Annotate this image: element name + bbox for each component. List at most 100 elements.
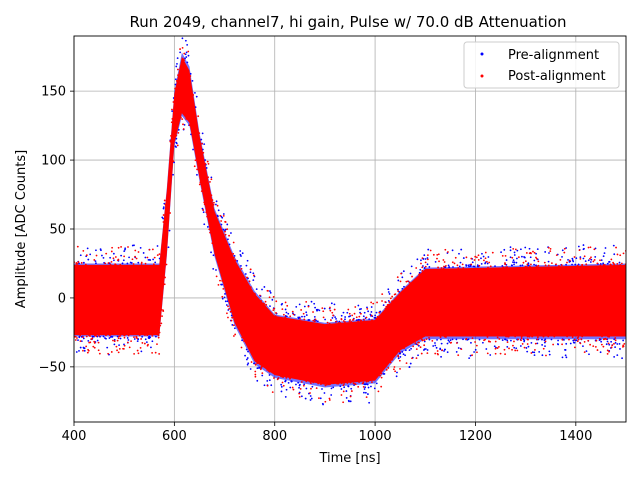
data-point bbox=[135, 257, 138, 260]
data-point bbox=[330, 394, 333, 396]
data-point bbox=[523, 346, 526, 349]
data-point bbox=[162, 214, 165, 216]
data-point bbox=[273, 307, 276, 310]
data-point bbox=[549, 247, 552, 250]
y-tick-label: 0 bbox=[58, 291, 66, 306]
data-point bbox=[577, 245, 580, 248]
data-point bbox=[524, 246, 527, 249]
data-point bbox=[367, 386, 370, 389]
data-point bbox=[286, 304, 289, 307]
data-point bbox=[501, 255, 504, 257]
data-point bbox=[544, 345, 546, 348]
data-point bbox=[78, 349, 80, 352]
data-point bbox=[615, 246, 617, 249]
data-point bbox=[206, 215, 209, 218]
data-point bbox=[162, 310, 165, 312]
data-point bbox=[346, 382, 349, 384]
data-point bbox=[333, 308, 336, 311]
data-point bbox=[408, 281, 411, 284]
data-point bbox=[346, 311, 349, 314]
data-point bbox=[184, 39, 187, 42]
data-point bbox=[310, 382, 312, 385]
data-point bbox=[230, 232, 232, 234]
data-point bbox=[343, 386, 346, 389]
data-point bbox=[266, 384, 269, 387]
data-point bbox=[418, 273, 421, 276]
data-point bbox=[401, 276, 404, 279]
data-point bbox=[111, 246, 114, 249]
series-post-alignment bbox=[74, 46, 626, 404]
data-point bbox=[528, 335, 531, 338]
data-point bbox=[427, 248, 430, 251]
data-point bbox=[196, 168, 198, 171]
data-point bbox=[600, 259, 603, 262]
data-point bbox=[486, 352, 489, 355]
data-point bbox=[333, 303, 336, 306]
data-point bbox=[516, 257, 518, 260]
data-point bbox=[547, 335, 550, 338]
data-point bbox=[399, 368, 401, 370]
data-point bbox=[93, 346, 96, 349]
data-point bbox=[179, 51, 182, 54]
data-point bbox=[451, 261, 454, 264]
data-point bbox=[82, 337, 85, 340]
data-point bbox=[112, 257, 115, 260]
data-point bbox=[381, 300, 383, 302]
data-point bbox=[385, 368, 388, 371]
data-point bbox=[481, 341, 484, 344]
data-point bbox=[282, 384, 285, 387]
data-point bbox=[291, 386, 294, 389]
data-point bbox=[110, 261, 113, 263]
data-point bbox=[215, 200, 218, 203]
data-point bbox=[350, 321, 353, 323]
data-point bbox=[322, 403, 324, 406]
data-point bbox=[198, 183, 201, 186]
data-point bbox=[447, 264, 450, 267]
data-point bbox=[536, 338, 539, 341]
data-point bbox=[331, 311, 334, 314]
data-point bbox=[614, 341, 617, 344]
data-point bbox=[590, 256, 592, 259]
data-point bbox=[132, 263, 135, 265]
data-point bbox=[295, 383, 297, 386]
data-point bbox=[505, 259, 508, 261]
data-point bbox=[477, 259, 480, 261]
data-point bbox=[421, 339, 424, 342]
data-point bbox=[520, 335, 523, 338]
data-point bbox=[446, 351, 449, 354]
data-point bbox=[220, 220, 223, 222]
data-point bbox=[358, 381, 360, 384]
data-point bbox=[277, 377, 280, 379]
data-point bbox=[555, 254, 558, 257]
data-point bbox=[622, 344, 625, 347]
data-point bbox=[201, 142, 203, 145]
data-point bbox=[368, 318, 371, 320]
data-point bbox=[465, 338, 468, 341]
data-point bbox=[121, 262, 124, 265]
data-point bbox=[175, 141, 178, 144]
data-point bbox=[124, 248, 126, 251]
data-point bbox=[229, 310, 232, 313]
data-point bbox=[576, 264, 579, 267]
data-point bbox=[206, 160, 209, 163]
data-point bbox=[388, 293, 391, 295]
data-point bbox=[147, 336, 150, 339]
data-point bbox=[243, 340, 245, 342]
data-point bbox=[107, 262, 110, 264]
data-point bbox=[459, 261, 462, 264]
data-point bbox=[440, 355, 442, 358]
data-point bbox=[104, 262, 107, 265]
data-point bbox=[228, 308, 231, 310]
data-point bbox=[340, 388, 343, 390]
data-point bbox=[337, 382, 340, 385]
data-point bbox=[245, 264, 248, 267]
data-point bbox=[221, 283, 223, 286]
data-point bbox=[137, 261, 140, 264]
data-point bbox=[583, 341, 586, 343]
data-point bbox=[374, 314, 377, 317]
data-point bbox=[525, 347, 528, 349]
data-point bbox=[240, 267, 243, 270]
data-point bbox=[82, 261, 85, 264]
data-point bbox=[358, 308, 361, 311]
data-point bbox=[189, 72, 192, 75]
